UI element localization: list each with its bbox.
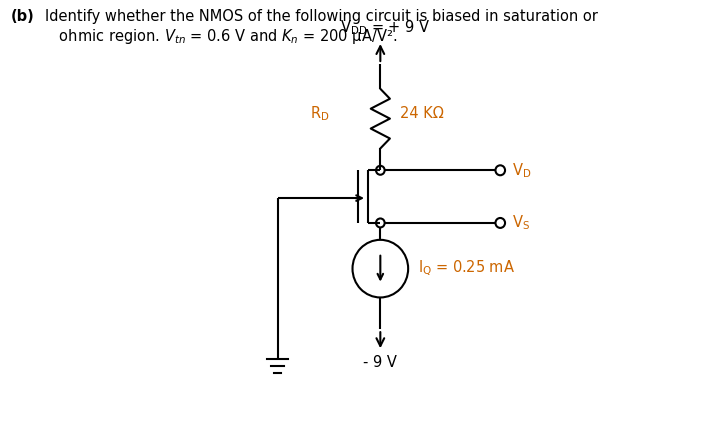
Text: $\mathregular{V_{DD}}$ = + 9 V: $\mathregular{V_{DD}}$ = + 9 V xyxy=(340,18,431,37)
Text: $\mathregular{R_D}$: $\mathregular{R_D}$ xyxy=(310,104,329,123)
Text: $\mathregular{V_D}$: $\mathregular{V_D}$ xyxy=(512,161,531,180)
Text: $\mathregular{V_S}$: $\mathregular{V_S}$ xyxy=(512,214,530,232)
Text: $\mathregular{I_Q}$ = 0.25 mA: $\mathregular{I_Q}$ = 0.25 mA xyxy=(418,259,515,278)
Text: Identify whether the NMOS of the following circuit is biased in saturation or
  : Identify whether the NMOS of the followi… xyxy=(45,9,597,46)
Text: (b): (b) xyxy=(11,9,35,24)
Text: 24 KΩ: 24 KΩ xyxy=(400,106,443,121)
Text: - 9 V: - 9 V xyxy=(363,355,397,370)
